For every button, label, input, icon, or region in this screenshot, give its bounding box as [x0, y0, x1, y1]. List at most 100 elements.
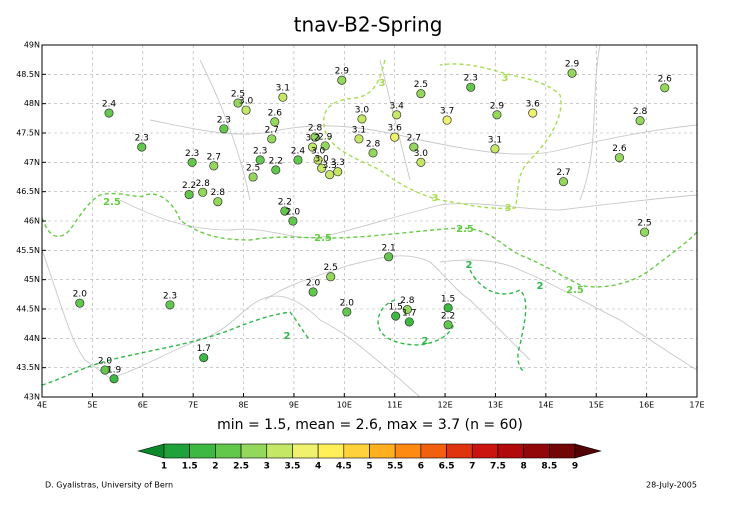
y-tick-label: 46N — [24, 217, 40, 226]
station-label: 2.3 — [464, 74, 478, 84]
colorbar-segment — [317, 443, 345, 459]
station-label: 3.1 — [352, 125, 366, 135]
y-tick-label: 44.5N — [16, 305, 40, 314]
station-label: 3.2 — [305, 134, 319, 144]
station — [325, 170, 335, 180]
station-label: 2.5 — [231, 90, 245, 100]
colorbar-segment — [471, 443, 499, 459]
y-tick-label: 48N — [24, 99, 40, 108]
contours — [41, 59, 698, 386]
y-tick-label: 45N — [24, 275, 40, 284]
station — [288, 216, 298, 226]
y-tick-label: 47N — [24, 158, 40, 167]
station — [368, 148, 378, 158]
colorbar-label: 1.5 — [182, 462, 198, 472]
station-label: 3.0 — [355, 105, 370, 115]
station — [640, 227, 650, 237]
station — [614, 153, 624, 163]
station — [248, 172, 258, 182]
station — [233, 98, 243, 108]
station — [267, 134, 277, 144]
contour-label: 2.5 — [103, 197, 121, 208]
contour-label: 3 — [502, 73, 509, 84]
station — [278, 92, 288, 102]
station — [337, 75, 347, 85]
station-label: 3.0 — [311, 146, 326, 156]
station-label: 2.3 — [253, 146, 267, 156]
contour-label: 2 — [422, 336, 429, 347]
colorbar: 1 1.5 2 2.5 3 3.5 4 4.5 5 5.5 6 6.5 7 7.5 8 8.5 9 — [137, 443, 602, 472]
y-tick-label: 43N — [24, 393, 40, 402]
title: tnav-B2-Spring — [294, 13, 443, 37]
station — [354, 134, 364, 144]
station — [357, 114, 367, 124]
station — [326, 272, 336, 282]
station — [187, 157, 197, 167]
station-label: 2.2 — [441, 311, 455, 321]
station-label: 2.2 — [269, 156, 283, 166]
station — [293, 155, 303, 165]
station — [342, 307, 352, 317]
colorbar-label: 6 — [418, 462, 424, 472]
y-tick-label: 43.5N — [16, 363, 40, 372]
station — [392, 110, 402, 120]
station — [443, 320, 453, 330]
colorbar-segment — [549, 443, 576, 459]
station — [416, 89, 426, 99]
station — [308, 287, 318, 297]
station-label: 3.3 — [331, 158, 345, 168]
contour-label: 3 — [379, 78, 386, 89]
contour-label: 3 — [505, 203, 512, 214]
station-label: 2.2 — [182, 181, 196, 191]
station — [75, 298, 85, 308]
station-label: 2.7 — [265, 125, 279, 135]
station-label: 3.4 — [390, 101, 405, 111]
footer-date: 28-July-2005 — [646, 481, 697, 490]
station — [270, 117, 280, 127]
station-label: 2.8 — [633, 107, 648, 117]
contour-label: 2 — [537, 281, 544, 292]
station-label: 2.8 — [196, 179, 211, 189]
station — [241, 105, 251, 115]
station-label: 2.9 — [490, 101, 505, 111]
station — [384, 252, 394, 262]
station-label: 3.0 — [414, 149, 429, 159]
x-tick-label: 6E — [138, 401, 148, 410]
colorbar-segment — [189, 443, 216, 459]
station-label: 2.0 — [340, 298, 355, 308]
x-tick-label: 15E — [589, 401, 604, 410]
station-label: 3.1 — [488, 135, 502, 145]
station — [466, 82, 476, 92]
station-label: 2.8 — [366, 139, 381, 149]
station — [219, 124, 229, 134]
station-label: 2.3 — [135, 134, 149, 144]
station-label: 3.0 — [314, 155, 329, 165]
colorbar-segment — [446, 443, 473, 459]
station — [635, 116, 645, 126]
station-label: 2.6 — [658, 74, 673, 84]
station — [390, 132, 400, 142]
colorbar-label: 8.5 — [541, 462, 557, 472]
station-label: 2.7 — [556, 168, 570, 178]
station-label: 2.0 — [73, 290, 88, 300]
station — [271, 165, 281, 175]
contour-label: 2 — [284, 331, 291, 342]
station — [442, 115, 452, 125]
station — [137, 142, 147, 152]
y-tick-label: 49N — [24, 41, 40, 50]
footer-author: D. Gyalistras, University of Bern — [45, 481, 173, 490]
station-label: 2.5 — [324, 263, 338, 273]
station-label: 2.6 — [268, 108, 283, 118]
station-label: 2.9 — [335, 67, 350, 77]
colorbar-label: 2 — [212, 462, 218, 472]
station — [100, 365, 110, 375]
x-tick-label: 11E — [387, 401, 402, 410]
station-label: 2.7 — [407, 134, 421, 144]
colorbar-segment — [240, 443, 268, 459]
station-label: 1.7 — [402, 308, 416, 318]
contour-label: 2.5 — [456, 224, 474, 235]
station-label: 2.2 — [278, 198, 292, 208]
station — [416, 157, 426, 167]
station — [402, 305, 412, 315]
